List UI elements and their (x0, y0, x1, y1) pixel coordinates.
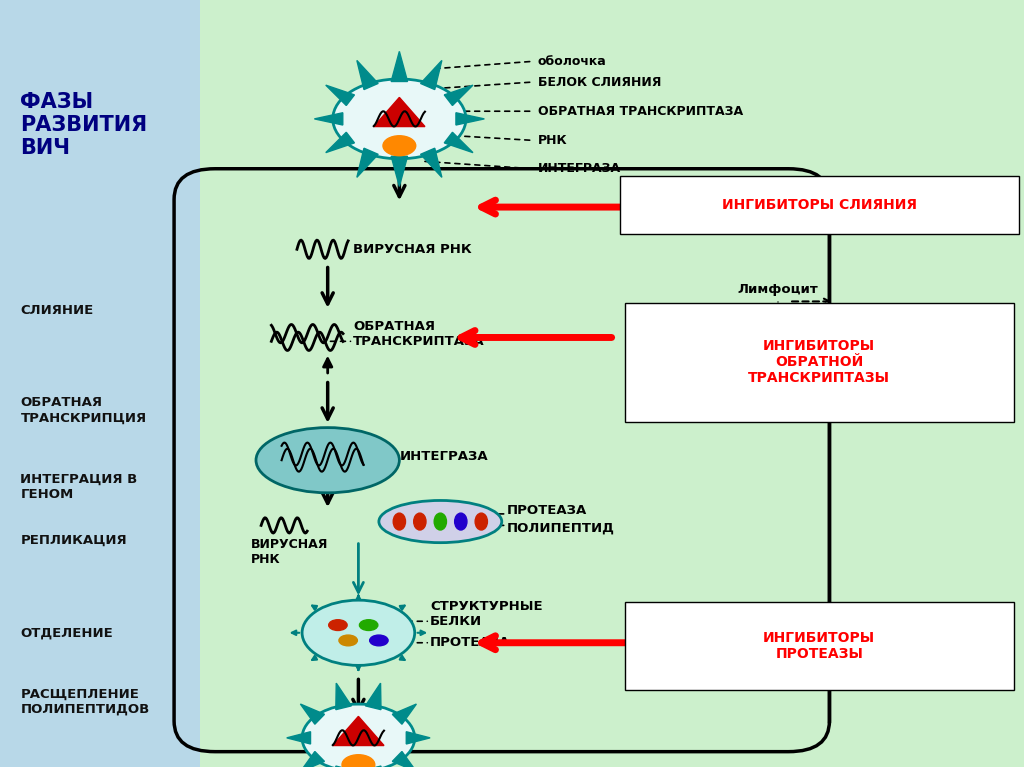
Polygon shape (336, 766, 351, 767)
FancyBboxPatch shape (625, 602, 1014, 690)
Polygon shape (444, 85, 473, 106)
Polygon shape (456, 113, 484, 125)
Text: ВИРУСНАЯ РНК: ВИРУСНАЯ РНК (353, 243, 472, 255)
Text: СЛИЯНИЕ: СЛИЯНИЕ (20, 304, 94, 317)
Ellipse shape (393, 513, 406, 530)
Text: ИНГИБИТОРЫ СЛИЯНИЯ: ИНГИБИТОРЫ СЛИЯНИЯ (722, 198, 916, 212)
Polygon shape (421, 148, 442, 177)
Ellipse shape (302, 600, 415, 665)
Ellipse shape (333, 79, 466, 159)
Text: ПРОТЕАЗА: ПРОТЕАЗА (507, 504, 587, 516)
Ellipse shape (379, 500, 502, 543)
Polygon shape (366, 683, 381, 709)
Text: ВИРУСНАЯ
РНК: ВИРУСНАЯ РНК (251, 538, 329, 567)
Text: $CD4^+$: $CD4^+$ (742, 300, 782, 317)
Polygon shape (326, 132, 354, 153)
Text: РЕПЛИКАЦИЯ: РЕПЛИКАЦИЯ (20, 535, 127, 547)
Polygon shape (421, 61, 442, 90)
Polygon shape (444, 132, 473, 153)
Ellipse shape (359, 620, 378, 630)
Polygon shape (392, 704, 417, 724)
Text: ИНТЕГРАЗА: ИНТЕГРАЗА (399, 450, 488, 463)
Ellipse shape (339, 635, 357, 646)
Ellipse shape (414, 513, 426, 530)
Ellipse shape (434, 513, 446, 530)
Ellipse shape (342, 755, 375, 767)
Text: ИНГИБИТОРЫ
ПРОТЕАЗЫ: ИНГИБИТОРЫ ПРОТЕАЗЫ (763, 630, 876, 661)
Polygon shape (391, 156, 408, 186)
Polygon shape (300, 704, 325, 724)
Polygon shape (407, 732, 430, 744)
Text: ИНГИБИТОРЫ
ОБРАТНОЙ
ТРАНСКРИПТАЗЫ: ИНГИБИТОРЫ ОБРАТНОЙ ТРАНСКРИПТАЗЫ (749, 339, 890, 385)
Text: ИНТЕГРАЦИЯ В
ГЕНОМ: ИНТЕГРАЦИЯ В ГЕНОМ (20, 473, 138, 501)
FancyBboxPatch shape (0, 0, 200, 767)
Polygon shape (357, 61, 378, 90)
Ellipse shape (256, 427, 399, 493)
FancyBboxPatch shape (200, 0, 1024, 767)
FancyBboxPatch shape (625, 303, 1014, 422)
Polygon shape (336, 683, 351, 709)
Ellipse shape (329, 620, 347, 630)
Polygon shape (392, 752, 417, 767)
Polygon shape (314, 113, 343, 125)
Ellipse shape (475, 513, 487, 530)
Polygon shape (287, 732, 310, 744)
Text: ОБРАТНАЯ
ТРАНСКРИПТАЗА: ОБРАТНАЯ ТРАНСКРИПТАЗА (353, 320, 485, 347)
Polygon shape (374, 97, 425, 127)
Text: ИНТЕГРАЗА: ИНТЕГРАЗА (538, 163, 621, 175)
Text: РНК: РНК (538, 134, 567, 146)
Ellipse shape (370, 635, 388, 646)
FancyBboxPatch shape (620, 176, 1019, 234)
Text: ПРОТЕАЗА: ПРОТЕАЗА (430, 637, 510, 649)
Text: ФАЗЫ
РАЗВИТИЯ
ВИЧ: ФАЗЫ РАЗВИТИЯ ВИЧ (20, 92, 147, 159)
Polygon shape (356, 148, 378, 177)
Ellipse shape (383, 136, 416, 156)
Polygon shape (391, 51, 408, 81)
Text: ОБРАТНАЯ
ТРАНСКРИПЦИЯ: ОБРАТНАЯ ТРАНСКРИПЦИЯ (20, 397, 146, 424)
Text: ОТДЕЛЕНИЕ: ОТДЕЛЕНИЕ (20, 627, 114, 639)
Text: оболочка: оболочка (538, 55, 606, 67)
Polygon shape (333, 716, 384, 746)
Polygon shape (326, 85, 354, 106)
Ellipse shape (302, 704, 415, 767)
Ellipse shape (455, 513, 467, 530)
Text: БЕЛОК СЛИЯНИЯ: БЕЛОК СЛИЯНИЯ (538, 76, 660, 88)
Text: СТРУКТУРНЫЕ
БЕЛКИ: СТРУКТУРНЫЕ БЕЛКИ (430, 600, 543, 627)
Text: ПОЛИПЕПТИД: ПОЛИПЕПТИД (507, 522, 614, 534)
Text: ОБРАТНАЯ ТРАНСКРИПТАЗА: ОБРАТНАЯ ТРАНСКРИПТАЗА (538, 105, 742, 117)
Polygon shape (366, 766, 381, 767)
Text: РАСЩЕПЛЕНИЕ
ПОЛИПЕПТИДОВ: РАСЩЕПЛЕНИЕ ПОЛИПЕПТИДОВ (20, 688, 150, 716)
Text: Лимфоцит: Лимфоцит (737, 284, 818, 296)
Polygon shape (300, 752, 325, 767)
